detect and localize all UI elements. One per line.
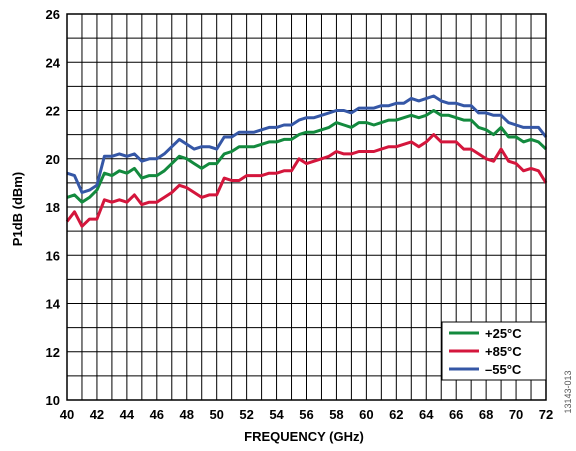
x-tick-label: 48	[180, 407, 194, 422]
x-tick-label: 68	[479, 407, 493, 422]
legend-label-1: +25°C	[485, 326, 522, 341]
x-tick-label: 60	[359, 407, 373, 422]
y-tick-label: 12	[46, 345, 60, 360]
x-tick-label: 44	[120, 407, 135, 422]
series-line-1	[66, 109, 548, 204]
y-tick-labels: 10 12 14 16 18 20 22 24 26	[46, 7, 61, 408]
series-line-2	[65, 133, 548, 228]
x-tick-label: 64	[419, 407, 434, 422]
x-axis-title: FREQUENCY (GHz)	[244, 429, 364, 444]
x-tick-label: 56	[299, 407, 313, 422]
y-tick-label: 18	[46, 200, 60, 215]
y-tick-label: 16	[46, 248, 60, 263]
y-tick-label: 24	[46, 55, 61, 70]
series-line-3	[66, 94, 548, 194]
figure-id-label: 13143-013	[563, 370, 573, 413]
x-tick-label: 54	[269, 407, 284, 422]
x-tick-label: 66	[449, 407, 463, 422]
x-tick-label: 70	[509, 407, 523, 422]
legend-label-3: –55°C	[485, 362, 522, 377]
x-tick-label: 46	[150, 407, 164, 422]
x-tick-label: 72	[539, 407, 553, 422]
x-tick-label: 40	[60, 407, 74, 422]
x-tick-label: 52	[239, 407, 253, 422]
y-tick-label: 26	[46, 7, 60, 22]
y-tick-label: 22	[46, 104, 60, 119]
x-tick-label: 62	[389, 407, 403, 422]
series-lines	[65, 94, 548, 228]
x-tick-label: 50	[209, 407, 223, 422]
y-tick-label: 14	[46, 297, 61, 312]
y-tick-label: 20	[46, 152, 60, 167]
legend: +25°C +85°C –55°C	[441, 321, 547, 381]
legend-label-2: +85°C	[485, 344, 522, 359]
plot-frame	[66, 13, 547, 401]
y-tick-label: 10	[46, 393, 60, 408]
x-tick-label: 58	[329, 407, 343, 422]
x-tick-label: 42	[90, 407, 104, 422]
plot-border	[66, 13, 547, 401]
y-axis-title: P1dB (dBm)	[10, 172, 25, 246]
grid	[67, 14, 546, 400]
x-tick-labels: 40 42 44 46 48 50 52 54 56 58 60 62 64 66 68 70 72	[60, 407, 553, 422]
